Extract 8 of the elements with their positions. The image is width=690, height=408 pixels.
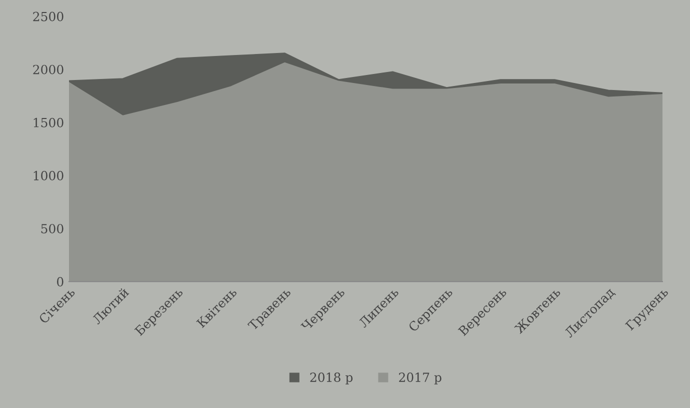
legend-label: 2018 р bbox=[310, 372, 353, 384]
y-tick-label: 1000 bbox=[34, 170, 64, 180]
legend-label: 2017 р bbox=[399, 372, 442, 384]
y-tick-label: 0 bbox=[57, 276, 64, 286]
y-tick-label: 2000 bbox=[33, 64, 64, 74]
y-tick-label: 500 bbox=[41, 224, 64, 234]
y-tick-label: 2500 bbox=[33, 12, 64, 22]
y-tick-label: 1500 bbox=[34, 118, 64, 128]
